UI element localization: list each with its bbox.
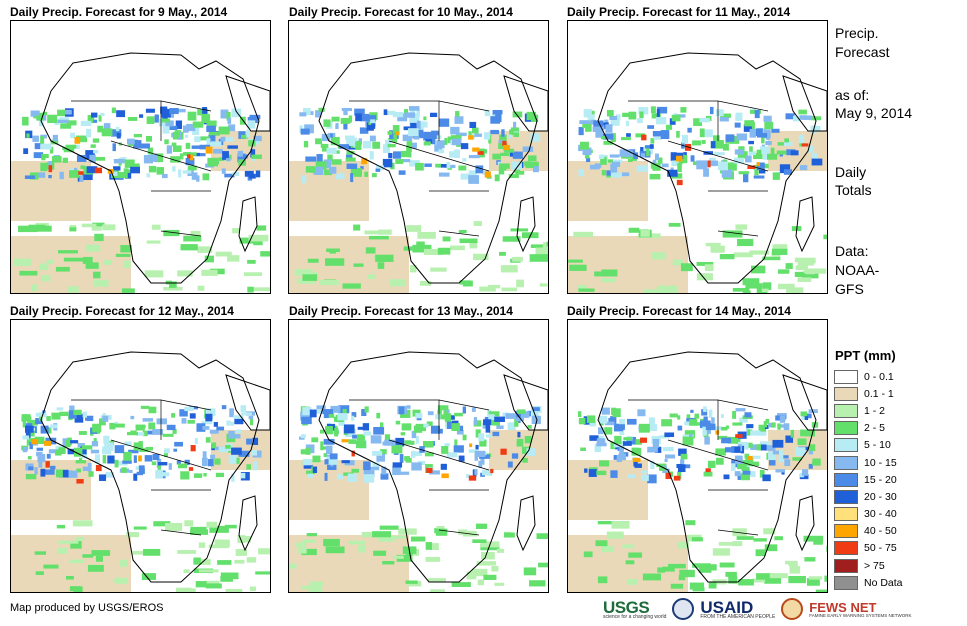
usgs-tagline: science for a changing world <box>603 614 667 620</box>
legend-item: 5 - 10 <box>834 437 964 454</box>
legend-item: 0 - 0.1 <box>834 368 964 385</box>
legend-swatch <box>834 386 858 401</box>
panel-title-6: Daily Precip. Forecast for 14 May., 2014 <box>567 304 791 318</box>
legend-label: No Data <box>864 576 903 589</box>
legend-swatch <box>834 369 858 384</box>
legend-item: No Data <box>834 574 964 591</box>
side-asof-line1: as of: <box>835 87 870 103</box>
fewsnet-logo-text: FEWS NET <box>809 600 877 615</box>
legend-swatch <box>834 489 858 504</box>
panel-title-5: Daily Precip. Forecast for 13 May., 2014 <box>289 304 513 318</box>
legend-label: 50 - 75 <box>864 542 897 555</box>
fewsnet-logo: FEWS NET FAMINE EARLY WARNING SYSTEMS NE… <box>809 600 911 618</box>
map-panel-1[interactable] <box>10 20 271 294</box>
usaid-seal-icon <box>672 598 695 620</box>
precip-map <box>289 52 548 293</box>
legend-label: 40 - 50 <box>864 525 897 538</box>
usaid-tagline: FROM THE AMERICAN PEOPLE <box>700 614 776 620</box>
legend-item: > 75 <box>834 557 964 574</box>
legend-item: 50 - 75 <box>834 540 964 557</box>
map-panel-2[interactable] <box>288 20 549 294</box>
legend-label: 0 - 0.1 <box>864 370 894 383</box>
credit-text: Map produced by USGS/EROS <box>10 602 164 614</box>
usaid-logo-text: USAID <box>700 598 754 617</box>
legend-swatch <box>834 558 858 573</box>
side-data-line2: NOAA- <box>835 262 880 278</box>
precip-map <box>11 52 270 293</box>
legend-swatch <box>834 421 858 436</box>
legend-label: 10 - 15 <box>864 456 897 469</box>
panel-title-2: Daily Precip. Forecast for 10 May., 2014 <box>289 5 513 19</box>
panel-title-1: Daily Precip. Forecast for 9 May., 2014 <box>10 5 228 19</box>
legend-label: 2 - 5 <box>864 422 886 435</box>
legend-label: 1 - 2 <box>864 404 886 417</box>
precip-map <box>289 351 548 592</box>
legend-label: 5 - 10 <box>864 439 891 452</box>
legend-item: 30 - 40 <box>834 506 964 523</box>
legend-item: 20 - 30 <box>834 488 964 505</box>
side-asof-date: May 9, 2014 <box>835 105 913 121</box>
legend-swatch <box>834 472 858 487</box>
legend-label: 30 - 40 <box>864 508 897 521</box>
map-panel-5[interactable] <box>288 319 549 593</box>
legend-item: 1 - 2 <box>834 402 964 419</box>
legend-title: PPT (mm) <box>835 348 896 363</box>
legend-label: > 75 <box>864 559 885 572</box>
legend-swatch <box>834 575 858 590</box>
precip-map <box>568 351 827 592</box>
map-panel-6[interactable] <box>567 319 828 593</box>
side-totals-line2: Totals <box>835 182 872 198</box>
usaid-logo: USAID FROM THE AMERICAN PEOPLE <box>700 598 775 620</box>
legend-swatch <box>834 438 858 453</box>
legend: 0 - 0.1 0.1 - 1 1 - 2 2 - 5 5 - 10 10 - 15 15 … <box>834 368 964 591</box>
legend-item: 0.1 - 1 <box>834 385 964 402</box>
logo-strip: USGS science for a changing world USAID … <box>603 596 911 622</box>
side-title-line1: Precip. <box>835 25 879 41</box>
legend-swatch <box>834 524 858 539</box>
legend-item: 40 - 50 <box>834 523 964 540</box>
legend-item: 10 - 15 <box>834 454 964 471</box>
legend-swatch <box>834 403 858 418</box>
precip-map <box>11 351 270 592</box>
map-panel-4[interactable] <box>10 319 271 593</box>
legend-item: 15 - 20 <box>834 471 964 488</box>
side-totals-line1: Daily <box>835 164 867 180</box>
precip-map <box>568 52 827 293</box>
legend-label: 0.1 - 1 <box>864 387 894 400</box>
fewsnet-tagline: FAMINE EARLY WARNING SYSTEMS NETWORK <box>809 613 912 618</box>
panel-title-4: Daily Precip. Forecast for 12 May., 2014 <box>10 304 234 318</box>
map-panel-3[interactable] <box>567 20 828 294</box>
legend-label: 20 - 30 <box>864 490 897 503</box>
legend-item: 2 - 5 <box>834 420 964 437</box>
legend-label: 15 - 20 <box>864 473 897 486</box>
usgs-logo-text: USGS <box>603 598 650 617</box>
legend-swatch <box>834 541 858 556</box>
side-data-line3: GFS <box>835 281 864 297</box>
panel-title-3: Daily Precip. Forecast for 11 May., 2014 <box>567 5 791 19</box>
legend-swatch <box>834 455 858 470</box>
fews-globe-icon <box>781 598 804 620</box>
side-title-line2: Forecast <box>835 44 890 60</box>
side-data-line1: Data: <box>835 243 869 259</box>
legend-swatch <box>834 507 858 522</box>
usgs-logo: USGS science for a changing world <box>603 598 666 620</box>
